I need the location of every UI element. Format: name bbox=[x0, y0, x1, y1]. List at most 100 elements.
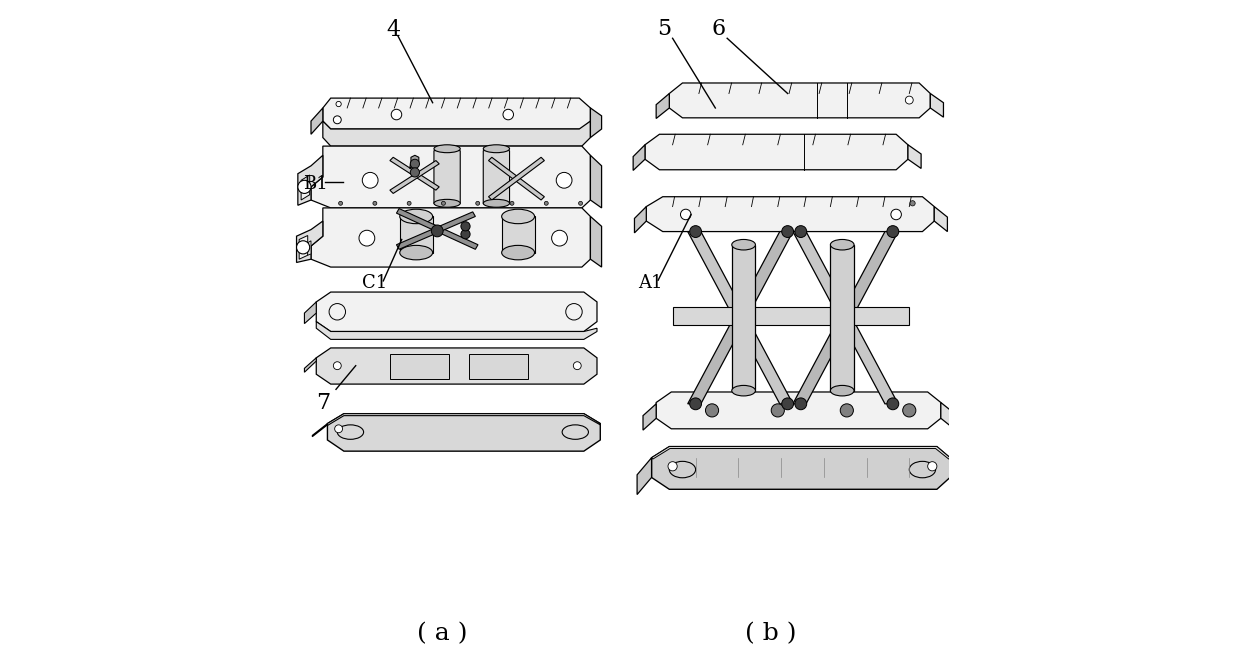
Circle shape bbox=[579, 202, 583, 206]
Polygon shape bbox=[656, 392, 941, 429]
Ellipse shape bbox=[434, 145, 460, 152]
Circle shape bbox=[410, 168, 419, 177]
Polygon shape bbox=[327, 414, 600, 426]
Ellipse shape bbox=[399, 210, 433, 223]
Bar bbox=[469, 354, 528, 379]
Bar bbox=[672, 306, 909, 325]
Ellipse shape bbox=[909, 461, 935, 478]
Polygon shape bbox=[305, 358, 316, 372]
Polygon shape bbox=[305, 302, 316, 324]
Polygon shape bbox=[646, 197, 934, 231]
Circle shape bbox=[890, 210, 901, 219]
Ellipse shape bbox=[562, 425, 589, 440]
Circle shape bbox=[510, 202, 513, 206]
Polygon shape bbox=[308, 241, 311, 255]
Polygon shape bbox=[908, 145, 921, 168]
Circle shape bbox=[781, 398, 794, 410]
Circle shape bbox=[461, 229, 470, 239]
Ellipse shape bbox=[502, 245, 534, 260]
Circle shape bbox=[334, 362, 341, 370]
Circle shape bbox=[573, 362, 582, 370]
Ellipse shape bbox=[484, 145, 510, 152]
Polygon shape bbox=[301, 175, 310, 200]
Polygon shape bbox=[322, 98, 590, 129]
Ellipse shape bbox=[831, 239, 854, 250]
Circle shape bbox=[795, 225, 807, 237]
Polygon shape bbox=[590, 108, 601, 137]
Circle shape bbox=[557, 172, 572, 188]
Circle shape bbox=[781, 225, 794, 237]
Polygon shape bbox=[732, 245, 755, 391]
Circle shape bbox=[689, 398, 702, 410]
Polygon shape bbox=[296, 221, 322, 263]
Ellipse shape bbox=[565, 304, 583, 320]
Polygon shape bbox=[311, 146, 590, 208]
Text: A1: A1 bbox=[639, 274, 663, 292]
Ellipse shape bbox=[831, 385, 854, 396]
Ellipse shape bbox=[337, 425, 363, 440]
Polygon shape bbox=[298, 155, 322, 206]
Polygon shape bbox=[941, 402, 954, 429]
Polygon shape bbox=[434, 149, 460, 206]
Polygon shape bbox=[651, 447, 950, 459]
Circle shape bbox=[296, 241, 310, 254]
Circle shape bbox=[503, 109, 513, 120]
Polygon shape bbox=[489, 157, 544, 200]
Polygon shape bbox=[688, 231, 792, 404]
Polygon shape bbox=[312, 424, 327, 437]
Text: 6: 6 bbox=[712, 18, 725, 40]
Circle shape bbox=[841, 404, 853, 417]
Circle shape bbox=[362, 172, 378, 188]
Circle shape bbox=[887, 398, 899, 410]
Circle shape bbox=[771, 404, 785, 417]
Circle shape bbox=[476, 202, 480, 206]
Circle shape bbox=[910, 201, 915, 206]
Text: 5: 5 bbox=[657, 18, 671, 40]
Text: 7: 7 bbox=[316, 392, 330, 414]
Circle shape bbox=[544, 202, 548, 206]
Polygon shape bbox=[299, 235, 308, 259]
Ellipse shape bbox=[502, 210, 534, 223]
Circle shape bbox=[552, 230, 568, 246]
Circle shape bbox=[373, 202, 377, 206]
Polygon shape bbox=[950, 457, 963, 487]
Ellipse shape bbox=[732, 385, 755, 396]
Circle shape bbox=[335, 425, 342, 433]
Polygon shape bbox=[327, 414, 600, 451]
Polygon shape bbox=[311, 208, 590, 267]
Circle shape bbox=[668, 461, 677, 471]
Polygon shape bbox=[397, 212, 475, 249]
Circle shape bbox=[336, 101, 341, 107]
Circle shape bbox=[928, 461, 937, 471]
Polygon shape bbox=[484, 149, 510, 206]
Polygon shape bbox=[670, 83, 930, 118]
Circle shape bbox=[410, 159, 419, 168]
Text: 4: 4 bbox=[386, 19, 401, 41]
Bar bbox=[389, 354, 449, 379]
Ellipse shape bbox=[484, 200, 510, 208]
Circle shape bbox=[407, 202, 412, 206]
Text: B1: B1 bbox=[303, 175, 327, 193]
Text: ( b ): ( b ) bbox=[745, 623, 797, 645]
Polygon shape bbox=[502, 216, 534, 253]
Circle shape bbox=[681, 210, 691, 219]
Polygon shape bbox=[831, 245, 854, 391]
Circle shape bbox=[298, 180, 311, 194]
Ellipse shape bbox=[732, 239, 755, 250]
Polygon shape bbox=[688, 231, 792, 404]
Text: ( a ): ( a ) bbox=[417, 623, 467, 645]
Ellipse shape bbox=[670, 461, 696, 478]
Circle shape bbox=[334, 116, 341, 124]
Polygon shape bbox=[635, 207, 646, 233]
Circle shape bbox=[339, 202, 342, 206]
Polygon shape bbox=[644, 404, 656, 430]
Polygon shape bbox=[489, 157, 544, 200]
Circle shape bbox=[461, 221, 470, 231]
Polygon shape bbox=[389, 157, 439, 190]
Circle shape bbox=[905, 96, 913, 104]
Polygon shape bbox=[930, 93, 944, 117]
Circle shape bbox=[689, 225, 702, 237]
Polygon shape bbox=[792, 231, 898, 404]
Circle shape bbox=[360, 230, 374, 246]
Polygon shape bbox=[590, 216, 601, 267]
